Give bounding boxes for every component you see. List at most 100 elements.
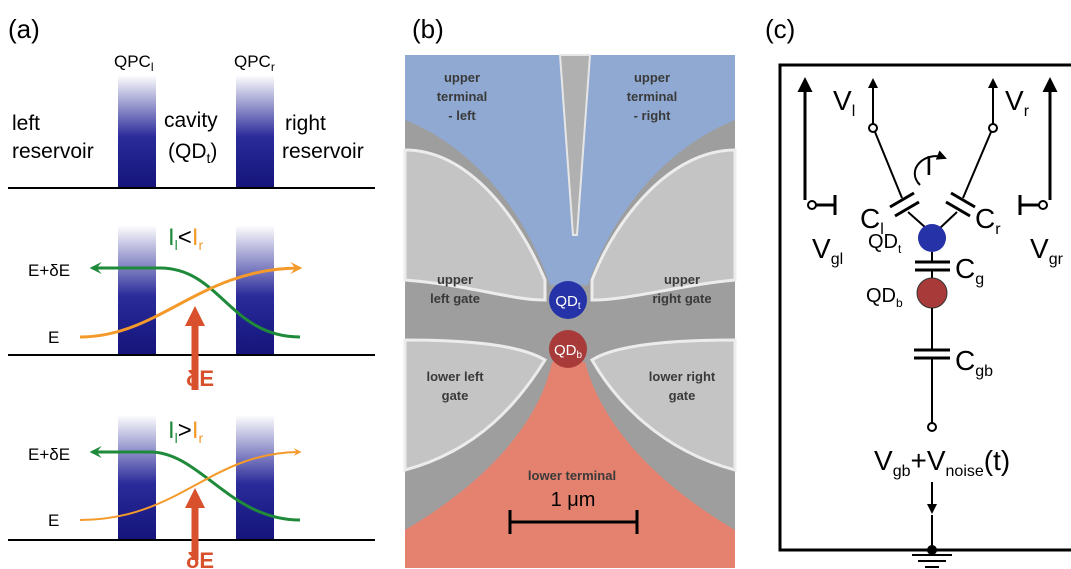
text-run: t bbox=[898, 242, 902, 256]
text-run: b bbox=[896, 296, 903, 310]
text-run: V bbox=[812, 233, 831, 264]
region-label: upper bbox=[437, 272, 473, 287]
component-label: Cg bbox=[955, 253, 984, 288]
region-label: cavity bbox=[164, 109, 218, 132]
region-label: terminal bbox=[437, 89, 488, 104]
component-label: Cgb bbox=[955, 345, 993, 380]
energy-arrowhead bbox=[185, 488, 205, 508]
text-run: gb bbox=[893, 463, 911, 480]
text-run: QD bbox=[555, 293, 578, 310]
component-label: Vgr bbox=[1030, 233, 1064, 268]
region-label: reservoir bbox=[282, 140, 364, 163]
text-run: t bbox=[578, 301, 581, 312]
component-label: I bbox=[925, 150, 933, 181]
component-label: Vr bbox=[1005, 85, 1030, 120]
panel-c: (c) bbox=[765, 14, 1071, 567]
panel-label: (a) bbox=[8, 14, 40, 44]
region-label: gate bbox=[669, 388, 696, 403]
qpc-barrier bbox=[236, 75, 274, 188]
energy-label: E bbox=[48, 511, 59, 530]
region-label: right bbox=[285, 112, 326, 135]
text-run: > bbox=[178, 417, 192, 444]
region-label: left gate bbox=[430, 291, 480, 306]
text-run: V bbox=[1030, 233, 1049, 264]
circuit-frame bbox=[780, 65, 1071, 550]
current-relation: Il>Ir bbox=[168, 417, 203, 446]
lead bbox=[875, 132, 902, 198]
region-label: upper bbox=[664, 272, 700, 287]
region-label: (QDt) bbox=[168, 140, 217, 166]
text-run: b bbox=[576, 350, 582, 361]
panel-b: (b) QDt QDb upper terminal - left upper … bbox=[405, 14, 735, 568]
energy-arrowhead bbox=[185, 306, 205, 326]
region-label: left bbox=[12, 112, 40, 135]
text-run: (QD bbox=[168, 140, 207, 163]
text-run: C bbox=[975, 203, 995, 234]
qpc-barrier bbox=[118, 225, 156, 355]
text-run: I bbox=[168, 417, 175, 444]
region-label: terminal bbox=[627, 89, 678, 104]
capacitor-plate bbox=[895, 202, 919, 216]
text-run: (t) bbox=[984, 445, 1010, 476]
dot-label: QDt bbox=[555, 293, 581, 312]
text-run: l bbox=[151, 60, 154, 74]
text-run: I bbox=[192, 224, 199, 251]
text-run: V bbox=[1005, 85, 1024, 116]
region-label: upper bbox=[444, 70, 480, 85]
text-run: QPC bbox=[114, 52, 151, 71]
text-run: I bbox=[192, 417, 199, 444]
region-label: lower left bbox=[426, 369, 484, 384]
component-label: Vl bbox=[833, 85, 855, 120]
energy-shift: δE bbox=[186, 548, 214, 569]
text-run: V bbox=[833, 85, 852, 116]
panel-label: (c) bbox=[765, 14, 795, 44]
energy-shift: δE bbox=[186, 366, 214, 391]
terminal bbox=[928, 423, 936, 431]
region-label: reservoir bbox=[12, 140, 94, 163]
text-run: r bbox=[198, 430, 203, 446]
text-run: ) bbox=[210, 140, 217, 163]
capacitor-plate bbox=[890, 193, 914, 207]
text-run: QD bbox=[554, 342, 577, 359]
text-run: I bbox=[168, 224, 175, 251]
terminal bbox=[1039, 201, 1047, 209]
panel-a: (a) QPCl QPCr left reservoir cavity (QDt… bbox=[8, 14, 375, 569]
text-run: r bbox=[271, 60, 275, 74]
quantum-dot bbox=[918, 224, 946, 252]
quantum-dot bbox=[917, 278, 947, 308]
region-label: gate bbox=[442, 388, 469, 403]
text-run: noise bbox=[946, 463, 984, 480]
region-label: lower right bbox=[649, 369, 716, 384]
panel-label: (b) bbox=[412, 14, 444, 44]
qpc-barrier bbox=[118, 415, 156, 540]
energy-label: E bbox=[48, 328, 59, 347]
capacitor-plate bbox=[946, 202, 970, 216]
qpc-barrier bbox=[118, 75, 156, 188]
qpc-label: QPCl bbox=[114, 52, 154, 74]
region-label: upper bbox=[634, 70, 670, 85]
junction bbox=[927, 545, 937, 555]
energy-label: E+δE bbox=[28, 445, 70, 464]
text-run: QPC bbox=[234, 52, 271, 71]
text-run: g bbox=[975, 271, 984, 288]
qpc-barrier bbox=[236, 415, 274, 540]
component-label: Cr bbox=[975, 203, 1001, 238]
terminal bbox=[989, 124, 997, 132]
text-run: QD bbox=[866, 285, 896, 307]
text-run: C bbox=[955, 253, 975, 284]
qpc-barrier bbox=[236, 225, 274, 355]
text-run: gb bbox=[975, 363, 993, 380]
text-run: +V bbox=[910, 445, 945, 476]
capacitor-plate bbox=[951, 193, 975, 207]
text-run: QD bbox=[868, 231, 898, 253]
text-run: gr bbox=[1049, 251, 1064, 268]
text-run: C bbox=[860, 203, 880, 234]
qpc-label: QPCr bbox=[234, 52, 275, 74]
component-label: QDt bbox=[868, 231, 902, 256]
current-relation: Il<Ir bbox=[168, 224, 203, 253]
text-run: C bbox=[955, 345, 975, 376]
text-run: < bbox=[178, 224, 192, 251]
component-label: QDb bbox=[866, 285, 903, 310]
text-run: gl bbox=[831, 251, 843, 268]
figure: (a) QPCl QPCr left reservoir cavity (QDt… bbox=[0, 0, 1071, 569]
